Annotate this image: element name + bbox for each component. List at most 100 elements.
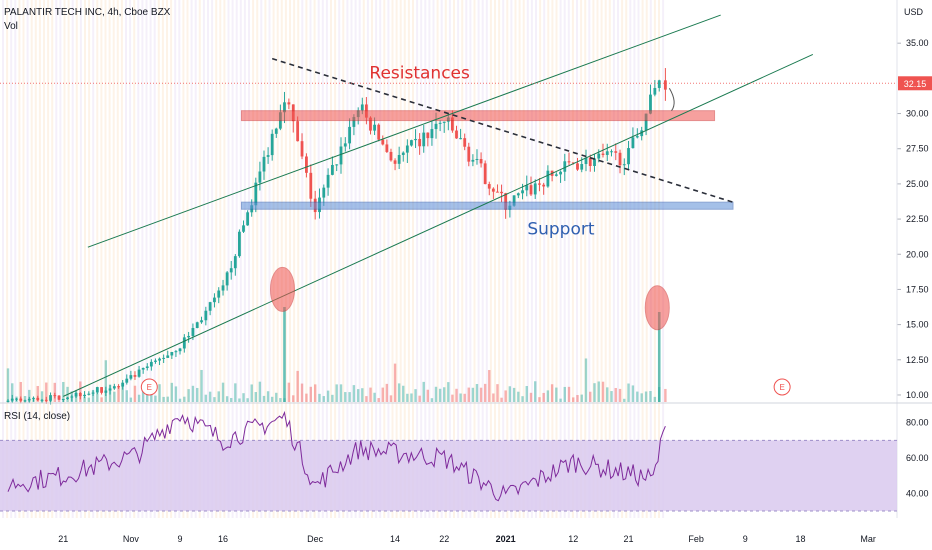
- volume-bar: [83, 396, 86, 402]
- candle-body: [521, 190, 524, 194]
- candle-body: [246, 212, 250, 226]
- candle-body: [66, 397, 69, 399]
- candle-body: [23, 400, 27, 402]
- volume-bar: [479, 387, 483, 402]
- session-stripe: [559, 0, 562, 518]
- session-stripe: [239, 0, 242, 518]
- candle-body: [614, 151, 618, 153]
- session-stripe: [47, 0, 50, 518]
- session-stripe: [432, 0, 435, 518]
- session-stripe: [129, 0, 132, 518]
- session-stripe: [170, 0, 173, 518]
- session-stripe: [506, 0, 509, 518]
- candle-body: [348, 126, 351, 144]
- candle-body: [422, 132, 426, 147]
- volume-bar: [305, 393, 308, 402]
- volume-bar: [434, 386, 438, 402]
- candle-body: [19, 398, 23, 401]
- candle-body: [438, 122, 442, 124]
- support-label: Support: [527, 220, 595, 240]
- volume-bar: [402, 385, 405, 402]
- candle-body: [258, 171, 262, 183]
- session-stripe: [145, 0, 148, 518]
- candle-body: [95, 387, 99, 393]
- candle-body: [121, 382, 125, 387]
- volume-bar: [262, 395, 266, 402]
- x-tick-label: 16: [218, 534, 228, 544]
- volume-bar: [623, 398, 626, 402]
- session-stripe: [354, 0, 357, 518]
- candle-body: [546, 170, 550, 187]
- candle-body: [426, 132, 430, 139]
- session-stripe: [231, 0, 234, 518]
- candle-body: [233, 256, 237, 269]
- volume-bar: [174, 386, 178, 402]
- session-stripe: [313, 0, 316, 518]
- volume-bar: [178, 398, 182, 402]
- candle-body: [217, 290, 221, 298]
- earnings-marker: E: [140, 378, 158, 396]
- candle-body: [559, 171, 562, 175]
- volume-bar: [475, 384, 479, 402]
- volume-bar: [406, 393, 409, 402]
- volume-bar: [96, 393, 99, 402]
- candle-body: [326, 174, 330, 188]
- session-stripe: [84, 0, 86, 518]
- background-layer: [2, 0, 665, 518]
- volume-bar: [521, 396, 524, 402]
- session-stripe: [342, 0, 345, 518]
- session-stripe: [489, 0, 492, 518]
- session-stripe: [403, 0, 406, 518]
- session-stripe: [334, 0, 337, 518]
- session-stripe: [477, 0, 480, 518]
- candle-body: [87, 393, 91, 395]
- x-tick-label: Mar: [860, 534, 876, 544]
- session-stripe: [309, 0, 312, 518]
- candle-body: [330, 164, 334, 175]
- candle-body: [504, 193, 508, 210]
- volume-bar: [393, 363, 397, 402]
- x-tick-label: 9: [743, 534, 748, 544]
- volume-bar: [584, 358, 588, 402]
- volume-bar: [496, 384, 499, 402]
- session-stripe: [588, 0, 591, 518]
- candle-body: [78, 392, 82, 397]
- candle-body: [588, 157, 592, 166]
- candle-body: [377, 124, 381, 140]
- session-stripe: [321, 0, 324, 518]
- candle-body: [100, 387, 103, 393]
- session-stripe: [567, 0, 570, 518]
- session-stripe: [116, 0, 119, 518]
- volume-bar: [287, 382, 291, 402]
- session-stripe: [465, 0, 468, 518]
- candle-body: [170, 352, 174, 356]
- rsi-label: RSI (14, close): [4, 411, 71, 422]
- volume-bar: [158, 384, 161, 402]
- session-stripe: [248, 0, 250, 518]
- session-stripe: [182, 0, 185, 518]
- session-stripe: [649, 0, 652, 518]
- candle-body: [57, 395, 61, 400]
- session-stripe: [227, 0, 230, 518]
- candle-body: [410, 140, 413, 146]
- candle-body: [262, 156, 266, 172]
- session-stripe: [22, 0, 25, 518]
- candle-body: [475, 159, 479, 161]
- session-stripe: [178, 0, 181, 518]
- x-tick-label: 21: [624, 534, 634, 544]
- price-tick-label: 10.00: [906, 390, 929, 400]
- price-tick-label: 15.00: [906, 320, 929, 330]
- volume-bar: [418, 395, 421, 402]
- candle-body: [27, 398, 31, 401]
- volume-bar: [381, 387, 384, 402]
- session-stripe: [202, 0, 205, 518]
- candle-body: [74, 392, 78, 397]
- candle-body: [40, 399, 44, 401]
- candle-body: [254, 182, 258, 206]
- candle-body: [137, 369, 141, 377]
- candle-body: [70, 396, 74, 398]
- candle-body: [538, 183, 541, 185]
- session-stripe: [502, 0, 505, 518]
- session-stripe: [571, 0, 574, 518]
